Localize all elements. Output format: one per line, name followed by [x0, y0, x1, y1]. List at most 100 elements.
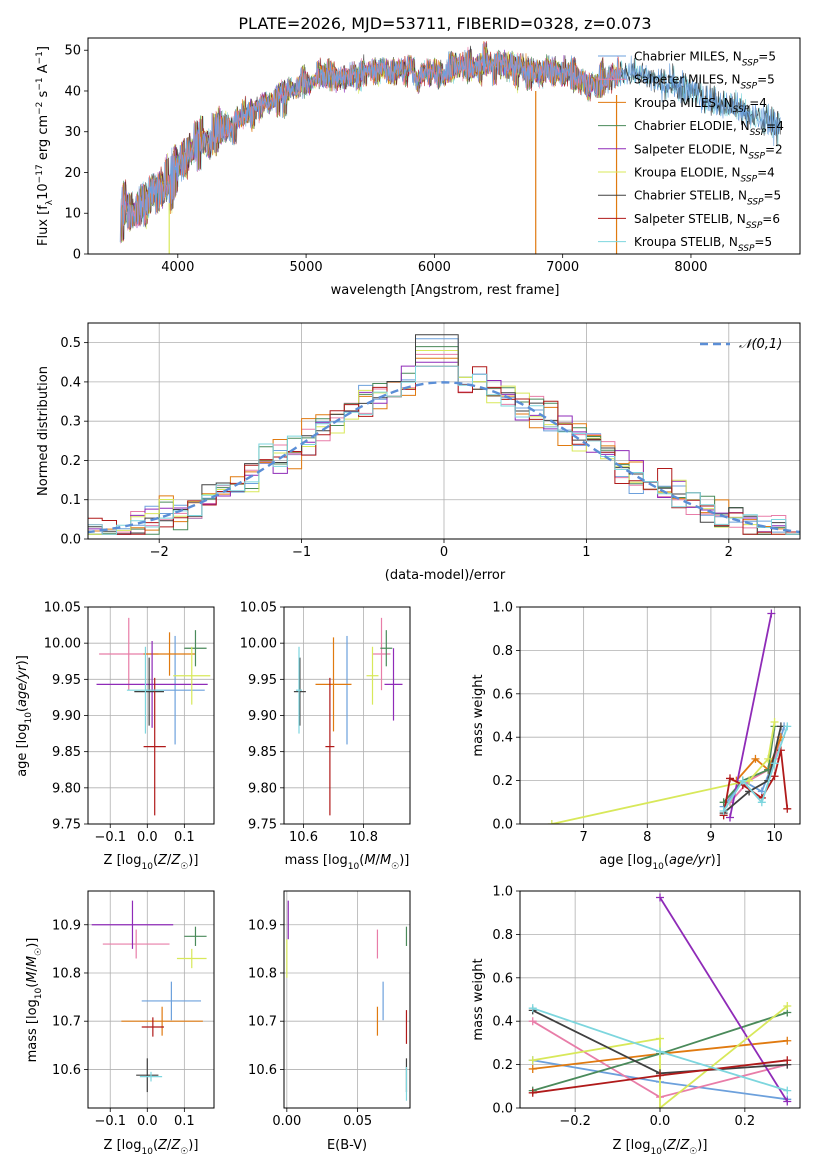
legend-label: Chabrier STELIB, NSSP=5: [634, 189, 781, 208]
x-axis-label-part: Z: [666, 1138, 677, 1153]
legend-label: Kroupa STELIB, NSSP=5: [634, 235, 772, 254]
weight-vs-metallicity-panel: −0.2 0.0 0.2 0.0 0.2 0.4 0.6 0.8 1.0 mass weight Z…: [471, 885, 801, 1157]
weight-marker: [767, 609, 776, 618]
x-tick-label: 0.05: [343, 1114, 372, 1129]
x-tick-label: −2: [150, 545, 169, 560]
legend-label-part: =5: [754, 235, 772, 249]
plot-area: [547, 609, 792, 824]
x-tick-label: 10.8: [349, 830, 378, 845]
y-axis-label: Normed distribution: [36, 366, 51, 496]
x-tick-label: 10: [766, 830, 783, 845]
weight-marker: [764, 754, 773, 763]
y-axis-label-part: λ: [45, 199, 55, 205]
legend-label-part: SSP: [742, 59, 759, 69]
x-axis-label-part: /: [676, 1138, 681, 1153]
x-axis-label-part: (: [664, 853, 669, 868]
legend-label: Salpeter ELODIE, NSSP=2: [634, 142, 783, 161]
x-tick-label: 0.0: [137, 830, 158, 845]
x-tick-label: 1: [582, 545, 590, 560]
x-axis-label-part: Z: [679, 1138, 690, 1153]
y-tick-label: 10: [64, 207, 81, 222]
x-axis-label-part: Z [log: [613, 1138, 651, 1153]
x-axis-label-part: ☉: [180, 862, 188, 872]
x-tick-label: −0.1: [94, 830, 126, 845]
y-tick-label: 9.85: [248, 745, 277, 760]
y-tick-label: 0.2: [60, 454, 81, 469]
y-tick-label: 10.9: [248, 918, 277, 933]
x-axis-label-part: Z: [157, 1138, 168, 1153]
x-tick-label: 4000: [161, 260, 194, 275]
legend-label-part: Chabrier ELODIE, N: [634, 119, 750, 133]
y-tick-label: 9.95: [248, 673, 277, 688]
y-tick-label: 10.7: [248, 1015, 277, 1030]
x-tick-label: −1: [292, 545, 311, 560]
age-vs-metallicity-panel: −0.1 0.0 0.1 9.75 9.80 9.85 9.90 9.95 10.00 10.05…: [15, 601, 215, 872]
y-axis-label-part: M: [25, 971, 40, 982]
legend-label: Chabrier MILES, NSSP=5: [634, 50, 776, 69]
legend-label-part: SSP: [750, 128, 767, 138]
plot-area: [91, 900, 207, 1093]
y-axis-label-part: s: [36, 90, 51, 101]
y-axis-label-part: (: [15, 707, 30, 712]
x-axis-label: Z [log10(Z/Z☉)]: [104, 853, 199, 872]
weight-marker: [656, 1104, 664, 1108]
weight-marker: [770, 759, 779, 768]
x-axis-label-part: )]: [399, 853, 409, 868]
weight-marker: [547, 820, 556, 824]
x-tick-label: 2: [725, 545, 733, 560]
legend-label-part: SSP: [746, 221, 763, 231]
y-axis-label-part: −1: [35, 77, 45, 90]
y-axis-label: mass weight: [471, 674, 486, 756]
y-tick-label: 0.4: [492, 1015, 513, 1030]
y-tick-label: 0.3: [60, 415, 81, 430]
y-tick-label: 0.0: [492, 1102, 513, 1117]
x-tick-label: 0: [440, 545, 448, 560]
y-axis-label-part: erg cm: [36, 115, 51, 164]
y-axis-label-part: age/yr: [15, 664, 30, 707]
y-tick-label: 30: [64, 125, 81, 140]
x-axis-label-part: )]: [711, 853, 721, 868]
spectrum-panel: 4000 5000 6000 7000 8000 0 10 20 30 40 50 wavelengt…: [35, 37, 801, 298]
y-tick-label: 0.5: [60, 336, 81, 351]
y-tick-label: 9.80: [248, 781, 277, 796]
x-axis-label-part: ☉: [391, 862, 399, 872]
legend-label-part: SSP: [741, 82, 758, 92]
x-tick-label: −0.2: [559, 1114, 591, 1129]
y-tick-label: 40: [64, 84, 81, 99]
y-tick-label: 9.90: [52, 709, 81, 724]
legend-label-part: Chabrier STELIB, N: [634, 189, 747, 203]
plot-area: [528, 893, 792, 1108]
plot-area: [293, 617, 403, 816]
figure-title: PLATE=2026, MJD=53711, FIBERID=0328, z=0…: [238, 14, 651, 33]
x-tick-label: 10.6: [289, 830, 318, 845]
legend-label-part: Chabrier MILES, N: [634, 50, 742, 64]
weight-marker: [726, 813, 734, 822]
x-tick-label: 8: [643, 830, 651, 845]
histogram-kroupa-elodie: [88, 350, 800, 535]
y-tick-label: 10.6: [52, 1063, 81, 1078]
y-axis-label: age [log10(age/yr)]: [15, 655, 34, 777]
x-axis-label-part: )]: [188, 853, 198, 868]
y-tick-label: 1.0: [492, 601, 513, 616]
y-tick-label: 10.7: [52, 1015, 81, 1030]
x-axis-label: Z [log10(Z/Z☉)]: [613, 1138, 708, 1157]
x-axis-label-part: 10: [141, 862, 153, 872]
legend-label: Salpeter MILES, NSSP=5: [634, 73, 775, 92]
weight-marker: [656, 1071, 664, 1080]
weight-marker: [783, 722, 792, 731]
y-tick-label: 9.75: [248, 818, 277, 833]
legend-label-part: =5: [764, 189, 782, 203]
x-axis-label-part: M: [380, 853, 391, 868]
y-axis-label-part: )]: [25, 938, 40, 948]
y-tick-label: 0.0: [492, 818, 513, 833]
legend-label-part: =4: [766, 119, 784, 133]
weight-marker: [783, 1036, 792, 1045]
y-axis-label-part: mass [log: [25, 999, 40, 1062]
y-tick-label: 10.6: [248, 1063, 277, 1078]
x-tick-label: 9: [707, 830, 715, 845]
x-tick-label: −0.1: [94, 1114, 126, 1129]
y-tick-label: 10.00: [240, 637, 277, 652]
x-tick-label: 0.00: [272, 1114, 301, 1129]
legend-label-part: SSP: [741, 175, 758, 185]
